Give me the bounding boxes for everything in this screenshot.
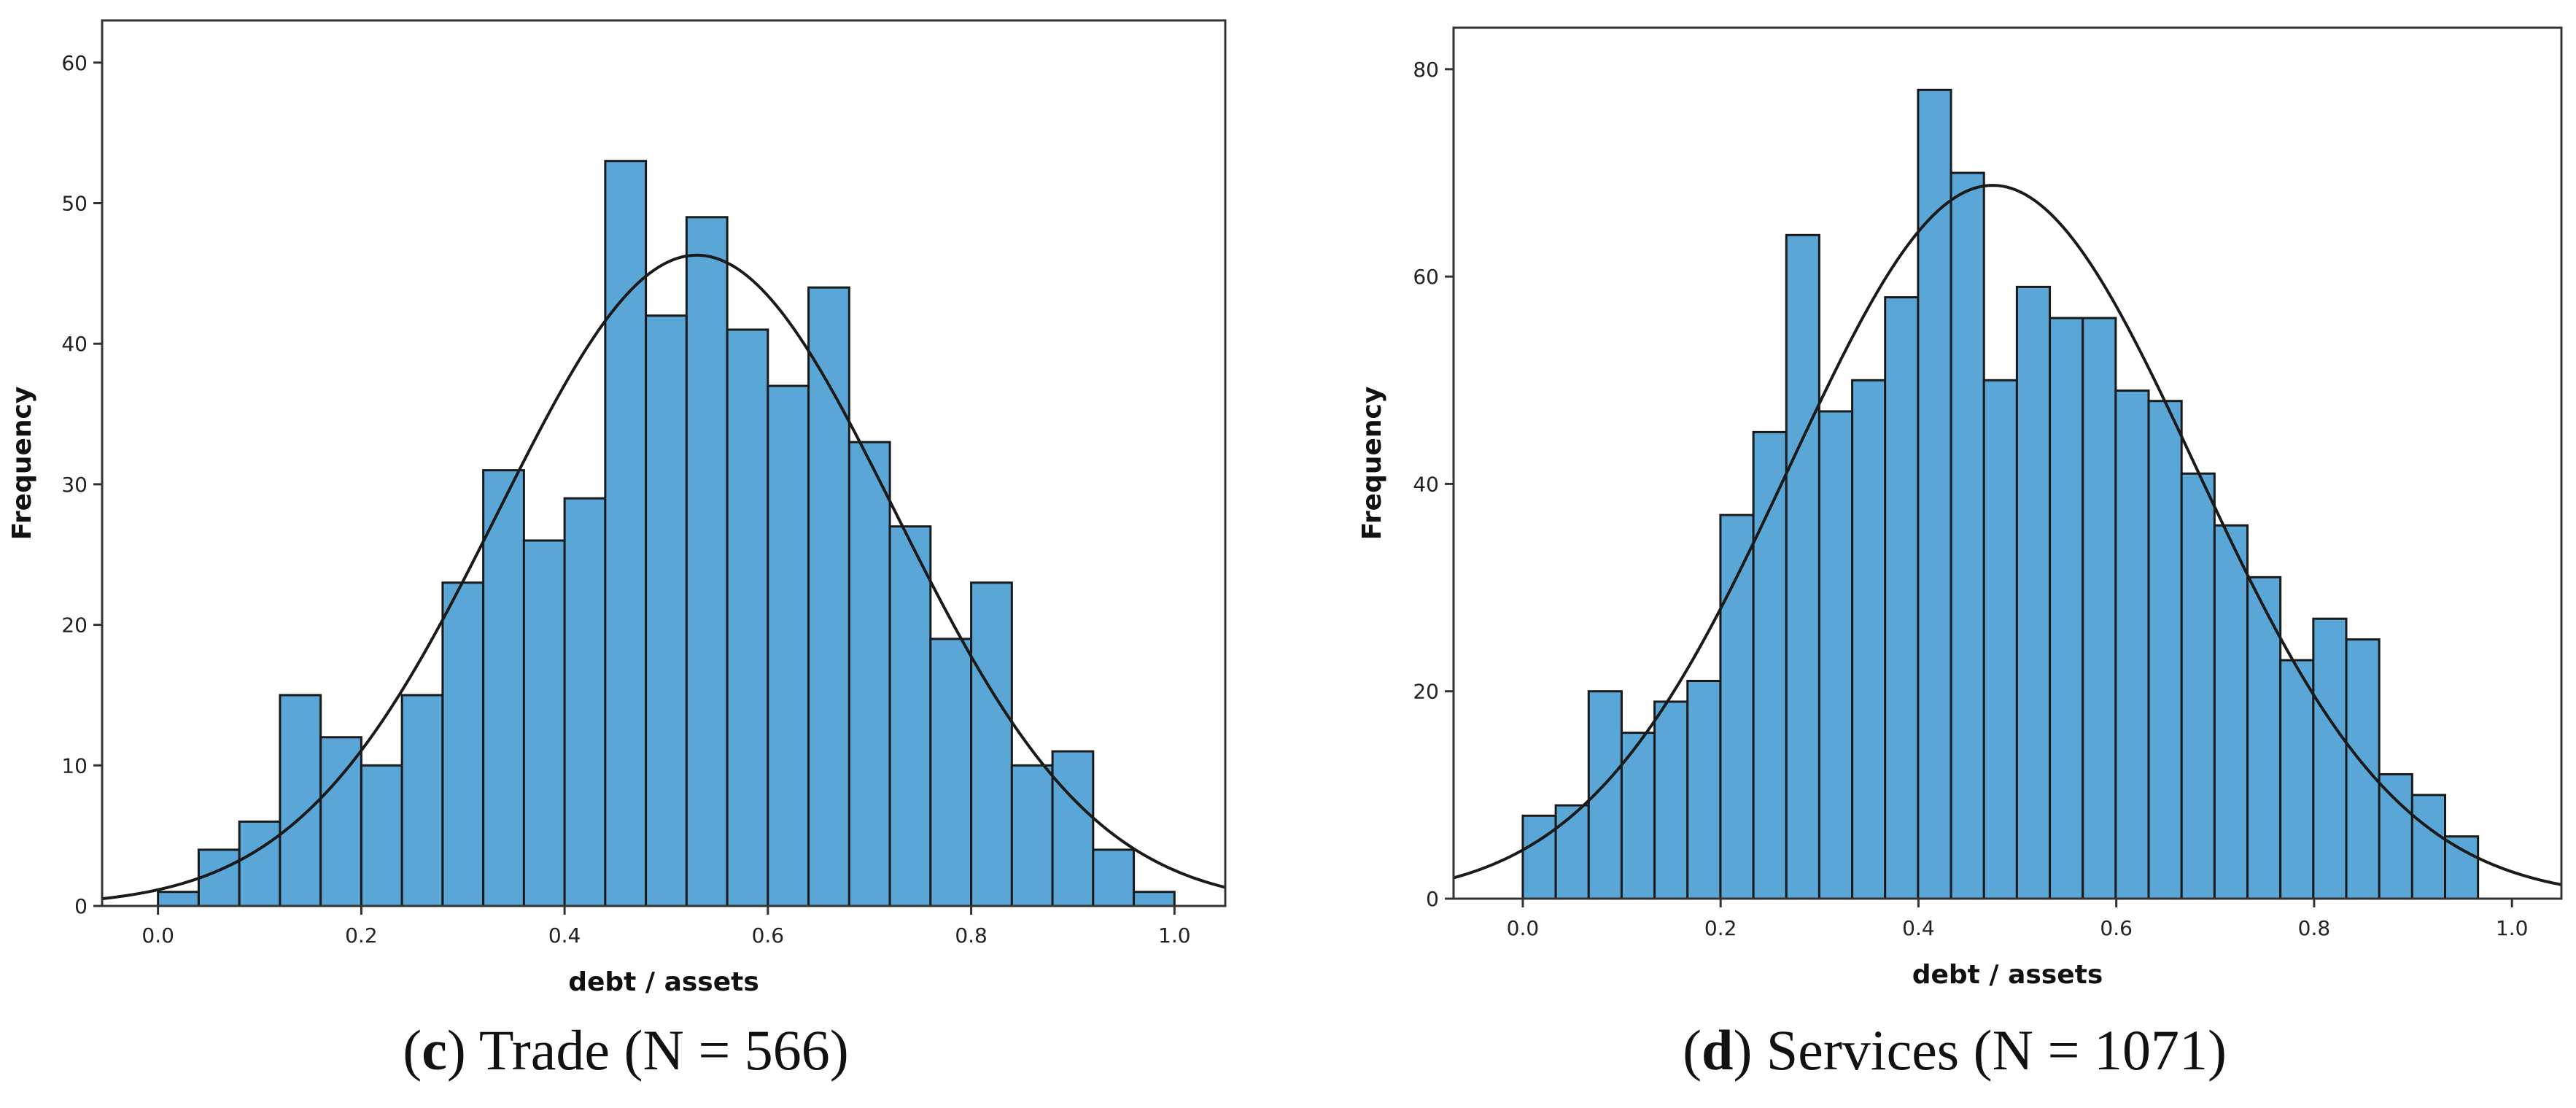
- panel-c-bar: [767, 384, 810, 907]
- panel-d-bar: [1521, 814, 1557, 900]
- panel-c-bar: [197, 848, 241, 907]
- panel-d-bar: [1686, 680, 1722, 900]
- panel-c-plot-frame: [101, 19, 1227, 907]
- panel-d-bar: [2213, 524, 2249, 900]
- panel-c-x-tick-label: 0.4: [548, 923, 581, 948]
- panel-c-bar: [1133, 891, 1176, 907]
- panel-d-bar: [1752, 430, 1788, 900]
- caption-d-title: Services (N = 1071): [1766, 1018, 2227, 1082]
- panel-c-bar: [238, 820, 282, 907]
- panel-c-bar: [360, 764, 403, 907]
- panel-c-y-tick-label: 20: [61, 613, 88, 638]
- panel-c-bar: [400, 694, 444, 907]
- panel-c-y-tick-label: 60: [61, 51, 88, 75]
- panel-d-y-tick-label: 80: [1413, 58, 1439, 82]
- panel-d-x-tick-label: 0.0: [1507, 916, 1540, 940]
- panel-d-x-tick-label: 0.8: [2298, 916, 2331, 940]
- panel-d-bar: [2180, 472, 2216, 900]
- panel-c-bar: [929, 638, 973, 907]
- panel-c-bar: [319, 736, 362, 907]
- panel-d-y-axis-title: Frequency: [1357, 387, 1387, 541]
- panel-d-bar: [2049, 317, 2084, 900]
- panel-c-normal-curve: [101, 253, 1226, 901]
- panel-d-bar: [2082, 317, 2117, 900]
- panel-d-bar: [2378, 772, 2413, 900]
- panel-d-bar: [2444, 835, 2480, 900]
- panel-d-y-tick-label: 0: [1426, 887, 1439, 911]
- panel-d-bar: [1884, 296, 1920, 900]
- panel-c-bar: [888, 525, 932, 907]
- panel-c-bar: [563, 497, 607, 907]
- panel-d-x-tick-label: 0.4: [1902, 916, 1935, 940]
- caption-c-letter: c: [422, 1018, 447, 1082]
- panel-c-y-tick-label: 30: [61, 473, 88, 497]
- panel-c-x-axis-title: debt / assets: [568, 967, 759, 997]
- panel-d-bar: [1917, 88, 1952, 900]
- panel-c-bar: [279, 694, 322, 907]
- panel-d-bar: [2015, 285, 2052, 900]
- panel-c-bar: [1092, 848, 1136, 907]
- panel-c-bar: [522, 539, 566, 907]
- panel-c-x-tick-label: 0.0: [141, 923, 174, 948]
- panel-c-y-tick-label: 40: [61, 332, 88, 356]
- panel-d-bar: [2345, 638, 2381, 900]
- caption-d-letter: d: [1702, 1018, 1734, 1082]
- panel-d-y-tick-label: 20: [1413, 680, 1439, 704]
- panel-d-bar: [1817, 410, 1854, 900]
- panel-d-bar: [2114, 390, 2150, 900]
- panel-c-bar: [685, 216, 729, 907]
- panel-d-x-tick-label: 0.2: [1704, 916, 1737, 940]
- panel-d-y-tick-label: 60: [1413, 265, 1439, 289]
- panel-c-bar: [970, 581, 1013, 907]
- panel-c-bar: [645, 314, 688, 907]
- panel-c-bar: [604, 160, 648, 907]
- caption-c: (c) Trade (N = 566): [403, 1018, 849, 1082]
- panel-d-bar: [1982, 379, 2018, 900]
- panel-d-bar: [2410, 794, 2447, 900]
- panel-c-y-tick-label: 10: [61, 753, 88, 778]
- panel-c-bar: [1051, 750, 1095, 907]
- panel-d-bar: [2312, 617, 2348, 900]
- panel-c-x-tick-label: 0.6: [752, 923, 785, 948]
- panel-d-y-tick-label: 40: [1413, 472, 1439, 496]
- panel-d-bar: [1554, 804, 1590, 900]
- panel-c-bar: [157, 891, 200, 907]
- panel-c-bar: [482, 469, 525, 907]
- panel-d-x-axis-title: debt / assets: [1912, 960, 2103, 990]
- panel-d-bar: [2147, 400, 2183, 900]
- panel-d-bar: [2279, 659, 2315, 900]
- panel-c-y-tick-label: 0: [74, 894, 88, 918]
- panel-c-x-tick-label: 1.0: [1158, 923, 1191, 948]
- panel-c-x-tick-label: 0.2: [345, 923, 378, 948]
- panel-d-bar: [2246, 576, 2282, 900]
- panel-c-bar: [847, 441, 891, 907]
- panel-c-y-tick-label: 50: [61, 192, 88, 216]
- panel-c-bar: [441, 581, 485, 907]
- caption-c-title: Trade (N = 566): [478, 1018, 849, 1082]
- panel-c-bar: [726, 328, 769, 907]
- caption-d: (d) Services (N = 1071): [1683, 1018, 2227, 1082]
- panel-d-normal-curve: [1453, 184, 2562, 886]
- panel-d-bar: [1719, 514, 1755, 900]
- panel-c-y-axis-title: Frequency: [7, 387, 37, 541]
- panel-d-bar: [1950, 171, 1985, 900]
- panel-d-plot-frame: [1452, 26, 2563, 900]
- panel-d-bar: [1653, 700, 1689, 900]
- panel-c-bar: [1010, 764, 1054, 907]
- panel-d-x-tick-label: 0.6: [2100, 916, 2133, 940]
- panel-d-x-tick-label: 1.0: [2496, 916, 2529, 940]
- panel-d-bar: [1785, 233, 1820, 900]
- panel-c-bar: [807, 286, 850, 907]
- panel-c-x-tick-label: 0.8: [955, 923, 988, 948]
- panel-d-bar: [1851, 379, 1887, 900]
